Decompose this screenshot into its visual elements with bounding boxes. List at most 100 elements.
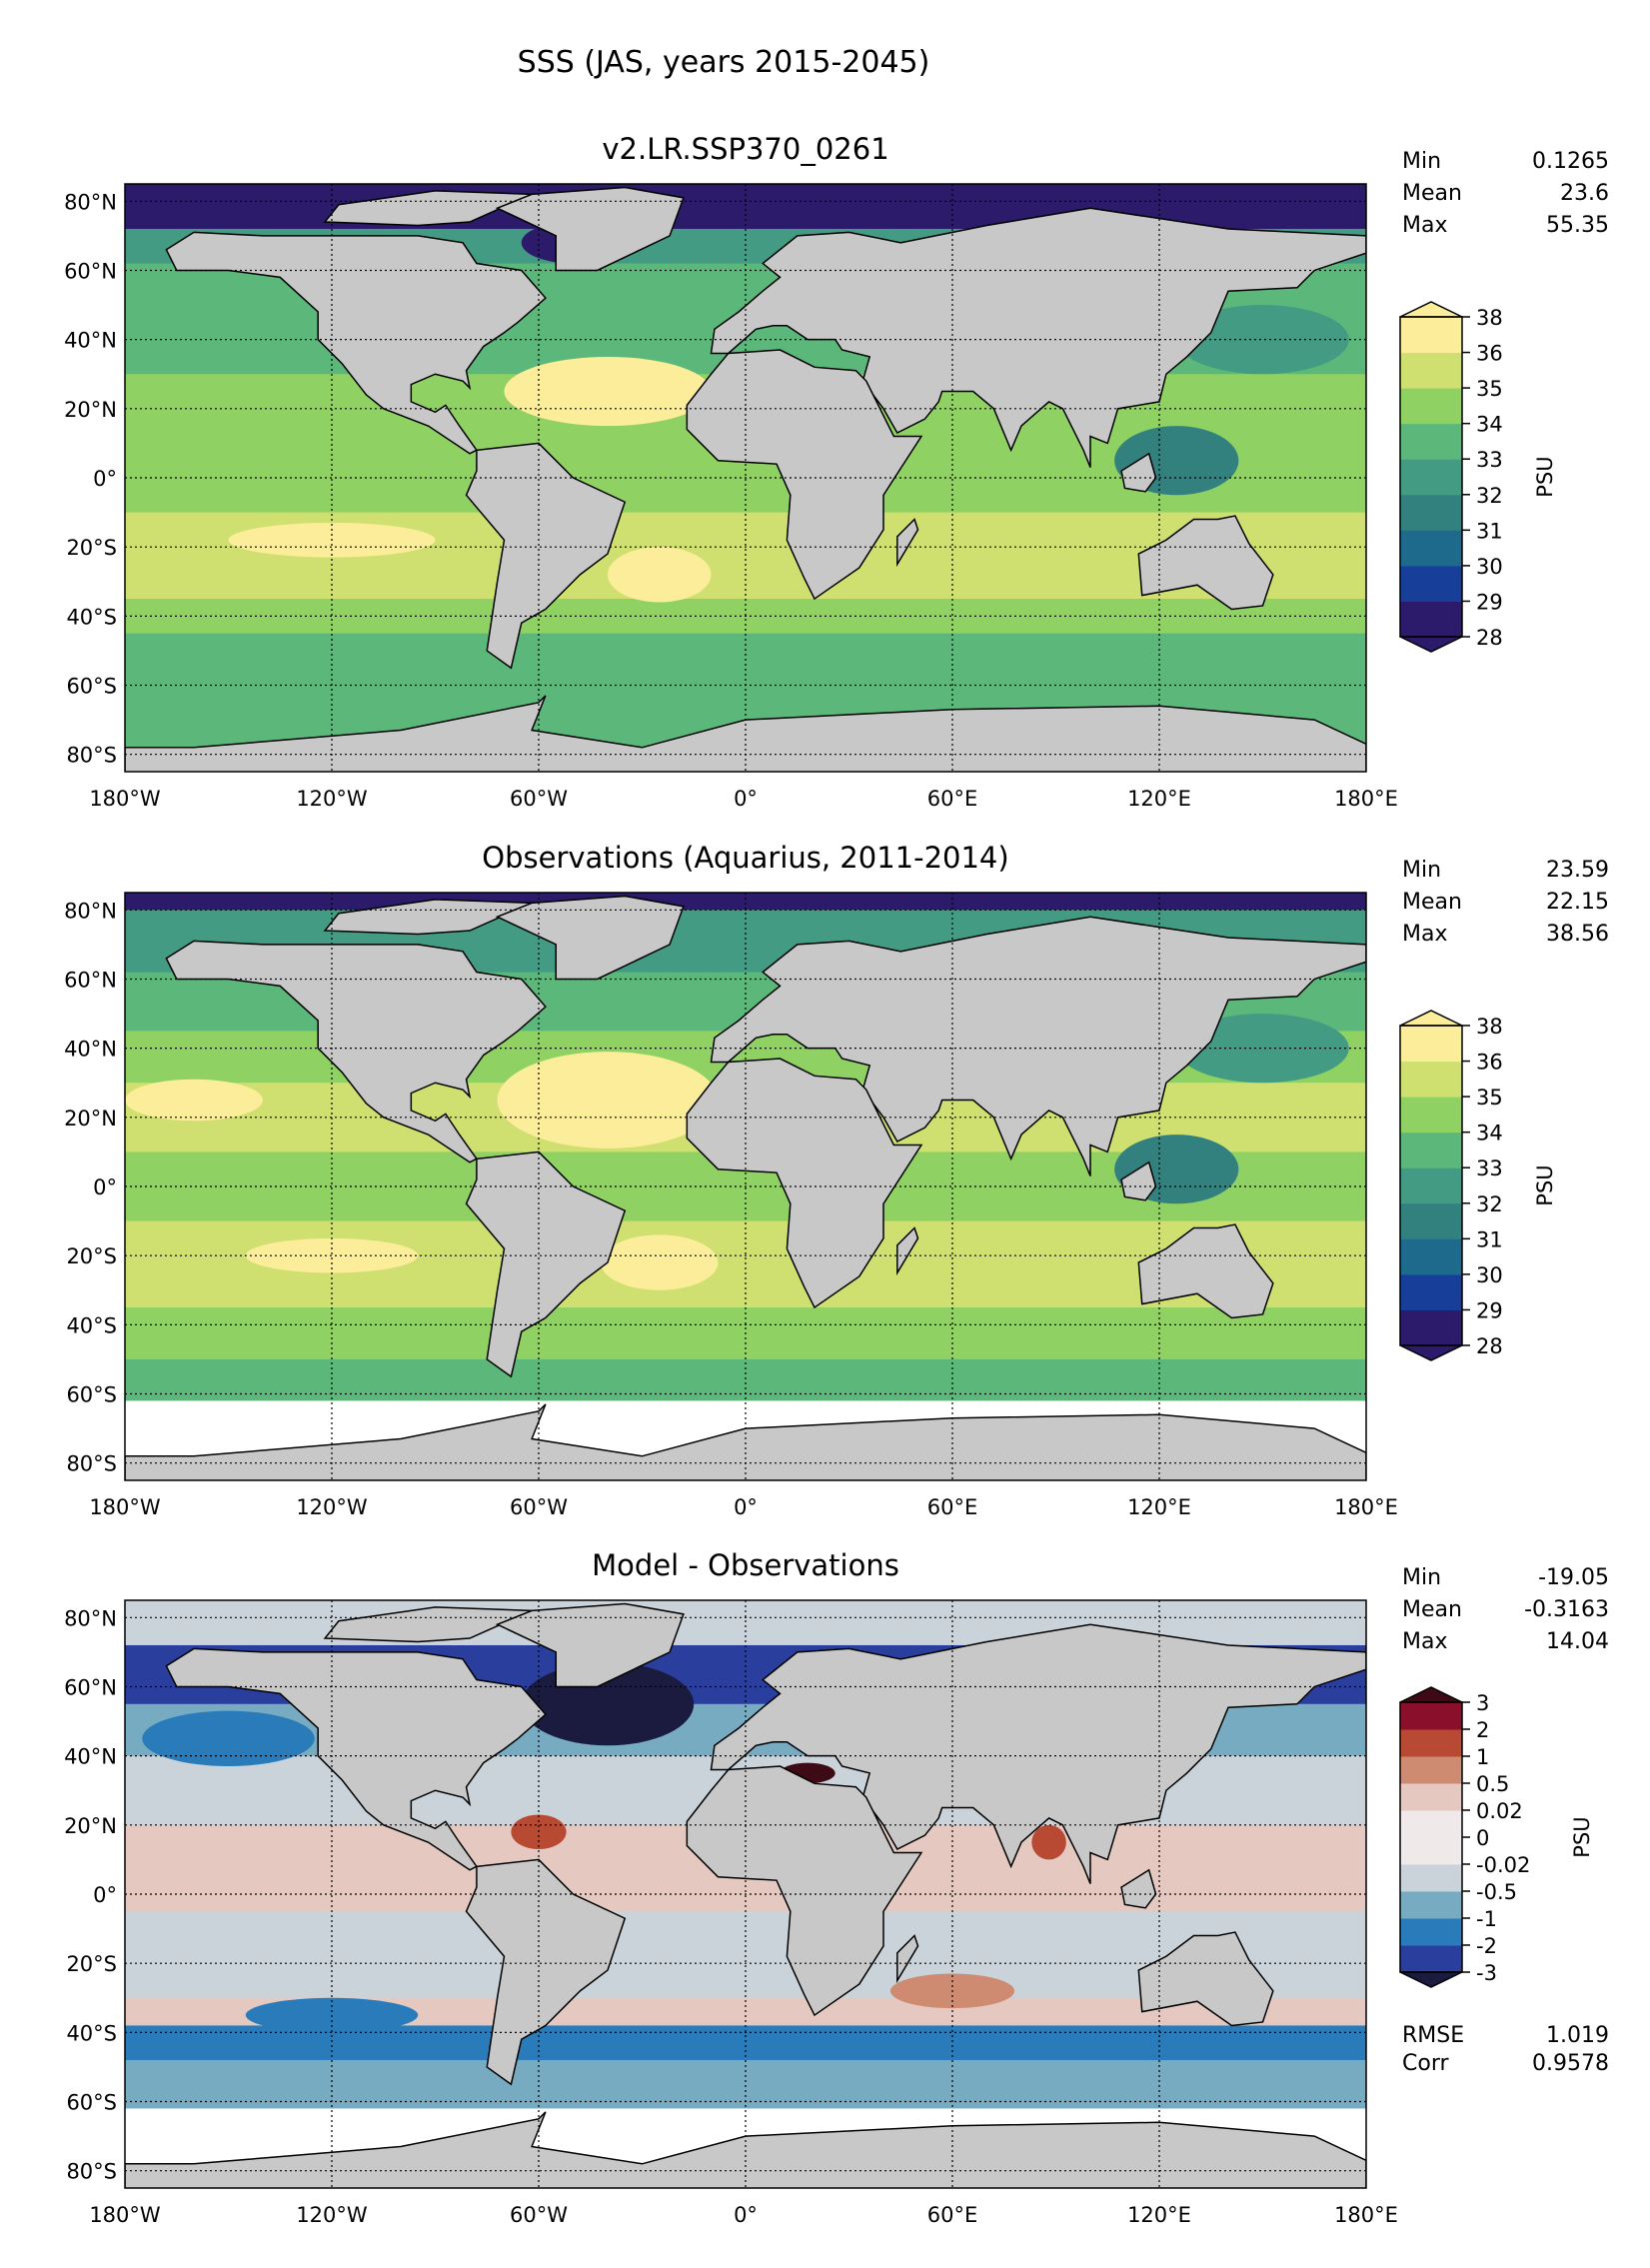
y-tick-label: 40°S xyxy=(66,1313,117,1337)
colorbar-segment xyxy=(1400,494,1462,531)
colorbar-segment xyxy=(1400,1273,1462,1310)
colorbar-segment xyxy=(1400,1945,1462,1973)
stat-label: Min xyxy=(1402,1565,1441,1590)
stat-value: -0.3163 xyxy=(1524,1597,1609,1622)
field-band xyxy=(125,1358,1366,1402)
stat-value: 0.9578 xyxy=(1532,2051,1609,2076)
colorbar-segment xyxy=(1400,530,1462,567)
map-panel-3: Model - Observations 180°W 120°W 60°W 0° 60°E… xyxy=(64,1548,1609,2227)
x-tick-label: 60°W xyxy=(510,2203,568,2227)
land-eurasia xyxy=(710,207,1366,468)
y-tick-label: 40°N xyxy=(64,1745,117,1769)
x-tick-label: 180°E xyxy=(1334,1495,1398,1519)
map-frame xyxy=(124,183,1367,773)
y-tick-label: 60°S xyxy=(66,2091,117,2115)
colorbar-segment xyxy=(1400,1756,1462,1784)
stat-value: 23.59 xyxy=(1546,858,1609,883)
field-patch xyxy=(125,1079,263,1122)
colorbar-segment xyxy=(1400,1132,1462,1168)
land-borneo xyxy=(1120,1868,1157,1909)
y-tick-label: 60°N xyxy=(64,1675,117,1699)
colorbar-over-extension xyxy=(1399,301,1463,318)
colorbar: 28 29 30 31 32 33 34 35 36 38 PSU xyxy=(1399,301,1557,653)
x-tick-label: 180°W xyxy=(89,787,161,811)
stat-value: 1.019 xyxy=(1546,2023,1609,2048)
colorbar-tick-label: 28 xyxy=(1476,1334,1503,1358)
colorbar-tick-label: 3 xyxy=(1476,1691,1489,1715)
colorbar-segment xyxy=(1400,1202,1462,1239)
y-tick-label: 60°N xyxy=(64,968,117,992)
map-field xyxy=(125,893,1366,1480)
x-tick-label: 120°W xyxy=(296,1495,368,1519)
land-africa xyxy=(686,1058,923,1309)
land-borneo xyxy=(1120,1160,1157,1201)
land-australia xyxy=(1137,1931,1274,2027)
panel-title: v2.LR.SSP370_0261 xyxy=(602,132,888,166)
colorbar-tick-label: 36 xyxy=(1476,342,1503,366)
colorbar-segment xyxy=(1400,388,1462,425)
colorbar-tick-label: -0.02 xyxy=(1476,1853,1530,1877)
field-patch xyxy=(497,1052,719,1148)
colorbar-segment xyxy=(1400,352,1462,389)
y-tick-label: 0° xyxy=(93,467,117,491)
map-panel-2: Observations (Aquarius, 2011-2014) 180°W 1… xyxy=(64,841,1609,1519)
x-tick-label: 120°E xyxy=(1127,2203,1191,2227)
land-borneo xyxy=(1120,452,1157,493)
land-north-america xyxy=(165,1647,547,1871)
colorbar-over-extension xyxy=(1399,1010,1463,1027)
colorbar-tick-label: -0.5 xyxy=(1476,1880,1517,1904)
colorbar-segment xyxy=(1400,317,1462,354)
y-tick-label: 20°S xyxy=(66,1952,117,1976)
stat-label: Min xyxy=(1402,149,1441,174)
map-field xyxy=(125,184,1366,772)
colorbar-tick-label: 38 xyxy=(1476,1015,1503,1039)
land-madagascar xyxy=(896,1226,919,1276)
y-tick-label: 80°S xyxy=(66,2160,117,2184)
stat-value: 0.1265 xyxy=(1532,149,1609,174)
y-tick-label: 40°S xyxy=(66,2021,117,2045)
field-patch xyxy=(1245,374,1366,409)
stat-label: Mean xyxy=(1402,1597,1462,1622)
x-tick-label: 0° xyxy=(734,1495,758,1519)
y-tick-label: 40°N xyxy=(64,329,117,353)
colorbar-tick-label: 30 xyxy=(1476,1263,1503,1287)
stat-label: Mean xyxy=(1402,890,1462,915)
stat-value: -19.05 xyxy=(1538,1565,1609,1590)
colorbar-tick-label: -2 xyxy=(1476,1934,1497,1958)
colorbar-segment xyxy=(1400,1097,1462,1134)
y-tick-label: 20°S xyxy=(66,536,117,560)
field-patch xyxy=(142,1710,315,1767)
y-tick-label: 20°S xyxy=(66,1244,117,1268)
land-africa xyxy=(686,349,923,601)
map-panel-1: v2.LR.SSP370_0261 180°W 120°W 60°W 0° 60°E 120… xyxy=(64,132,1609,811)
x-tick-label: 60°W xyxy=(510,1495,568,1519)
colorbar-frame xyxy=(1399,316,1463,638)
colorbar-tick-label: 0 xyxy=(1476,1826,1489,1850)
colorbar-tick-label: 38 xyxy=(1476,306,1503,330)
land-eurasia xyxy=(710,916,1366,1176)
map-frame xyxy=(124,892,1367,1481)
colorbar-segment xyxy=(1400,1810,1462,1838)
colorbar-segment xyxy=(1400,1026,1462,1063)
x-tick-label: 120°W xyxy=(296,787,368,811)
colorbar-label: PSU xyxy=(1533,1164,1557,1205)
colorbar-frame xyxy=(1399,1025,1463,1346)
colorbar-tick-label: 0.5 xyxy=(1476,1772,1509,1796)
colorbar-segment xyxy=(1400,1309,1462,1346)
land-eurasia xyxy=(710,1623,1366,1884)
colorbar-tick-label: 31 xyxy=(1476,519,1503,543)
colorbar: -3 -2 -1 -0.5 -0.02 0 0.02 0.5 1 2 3 PSU xyxy=(1399,1686,1594,1988)
colorbar-tick-label: 30 xyxy=(1476,555,1503,579)
x-tick-label: 60°W xyxy=(510,787,568,811)
stat-label: Min xyxy=(1402,858,1441,883)
y-tick-label: 80°S xyxy=(66,1452,117,1476)
x-tick-label: 180°W xyxy=(89,2203,161,2227)
colorbar-tick-label: 33 xyxy=(1476,448,1503,472)
x-tick-label: 0° xyxy=(734,787,758,811)
colorbar-tick-label: 35 xyxy=(1476,377,1503,401)
x-tick-label: 180°W xyxy=(89,1495,161,1519)
colorbar-label: PSU xyxy=(1570,1816,1594,1857)
x-tick-label: 60°E xyxy=(927,787,978,811)
colorbar-tick-label: 32 xyxy=(1476,484,1503,508)
